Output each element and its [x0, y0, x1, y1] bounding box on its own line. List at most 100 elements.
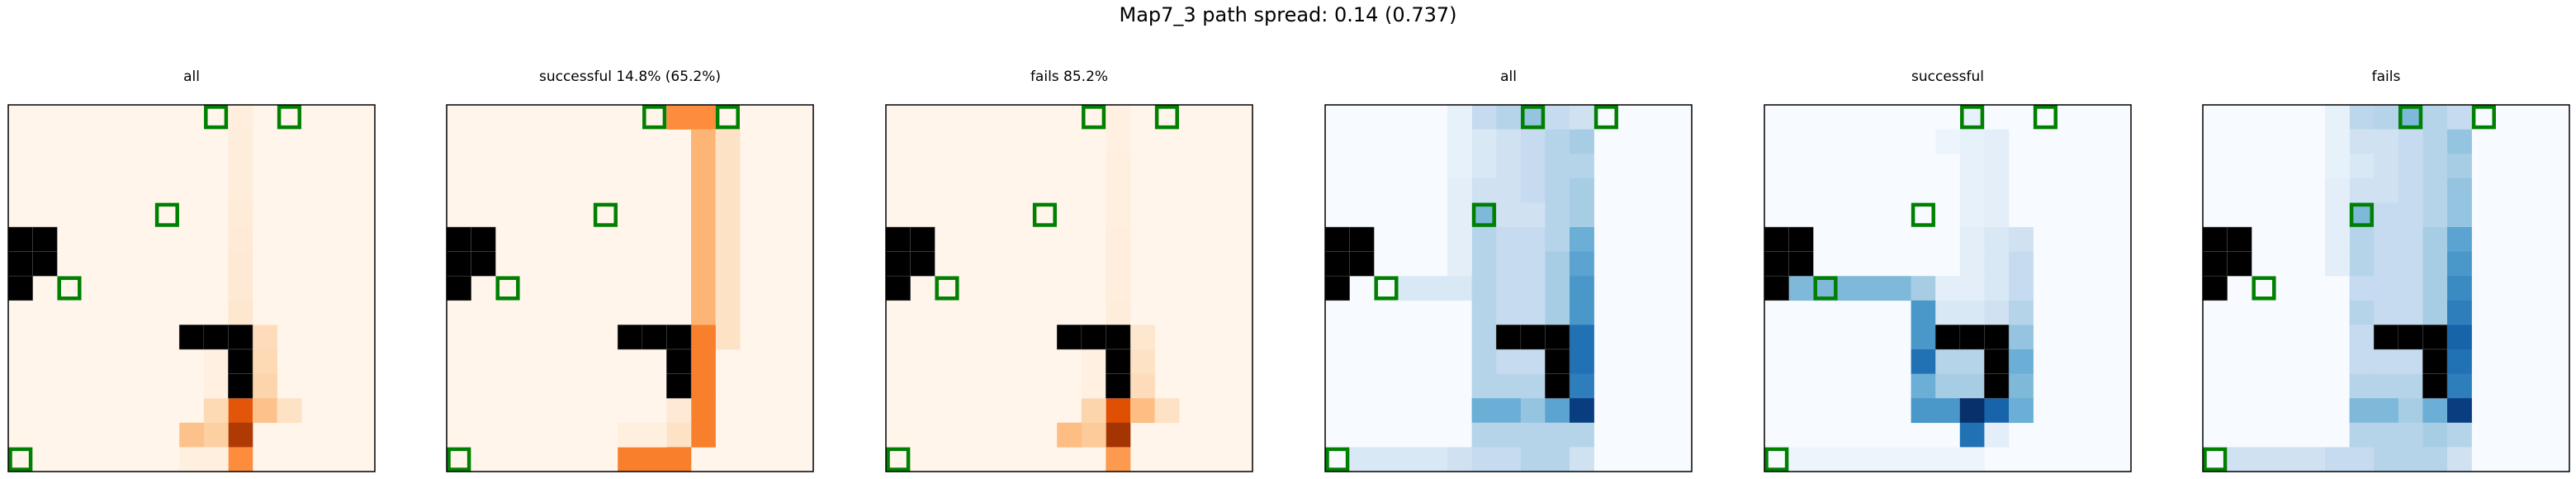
heatmap-cell	[1496, 105, 1522, 130]
heatmap-cell	[1520, 202, 1546, 228]
goal-square	[1593, 105, 1618, 130]
heatmap-cell	[1496, 398, 1522, 424]
heatmap-cell	[691, 129, 716, 154]
heatmap-cell	[2009, 349, 2034, 374]
goal-square	[593, 202, 618, 227]
heatmap-cell	[1471, 129, 1497, 154]
heatmap-cell	[1935, 129, 1961, 154]
heatmap-cell	[1471, 154, 1497, 179]
heatmap-cell	[1154, 398, 1180, 424]
heatmap-cell	[1520, 129, 1546, 154]
heatmap-cell	[1545, 105, 1570, 130]
heatmap-cell	[228, 447, 253, 472]
goal-square	[715, 105, 740, 130]
heatmap-cell	[2009, 227, 2034, 252]
heatmap-cell	[2447, 178, 2472, 203]
heatmap-cell	[1959, 227, 1985, 252]
heatmap-cell	[1984, 202, 2010, 228]
heatmap-cell	[228, 422, 253, 448]
heatmap-cell	[2325, 447, 2350, 472]
heatmap-cell	[2009, 251, 2034, 277]
panel-background	[886, 105, 1252, 472]
heatmap-cell	[1520, 398, 1546, 424]
goal-square	[204, 105, 229, 130]
heatmap-cell	[2398, 251, 2423, 277]
wall-cell	[446, 275, 471, 301]
heatmap-cell	[1106, 202, 1131, 228]
heatmap-cell	[1935, 373, 1961, 399]
heatmap-cell	[2398, 129, 2423, 154]
heatmap-cell	[715, 178, 741, 203]
goal-square	[1521, 105, 1546, 130]
heatmap-cell	[2349, 178, 2375, 203]
heatmap-cell	[1570, 422, 1594, 448]
heatmap-cell	[2349, 227, 2375, 252]
goal-square	[2349, 202, 2374, 227]
heatmap-cell	[1374, 447, 1399, 472]
heatmap-cell	[1106, 276, 1131, 301]
heatmap-cell	[2447, 227, 2472, 252]
heatmap-cell	[2447, 276, 2472, 301]
wall-cell	[885, 226, 911, 252]
heatmap-cell	[1935, 447, 1961, 472]
heatmap-cell	[1496, 154, 1522, 179]
axes-frame	[885, 104, 1253, 472]
heatmap-cell	[1496, 227, 1522, 252]
heatmap-cell	[1471, 422, 1497, 448]
heatmap-cell	[1496, 422, 1522, 448]
heatmap-panel-3: fails 85.2%	[885, 69, 1253, 472]
wall-cell	[1788, 226, 1814, 252]
wall-cell	[7, 275, 33, 301]
heatmap-cell	[666, 105, 692, 130]
heatmap-cell	[228, 300, 253, 325]
heatmap-cell	[1130, 373, 1155, 399]
heatmap-cell	[691, 398, 716, 424]
wall-cell	[1324, 275, 1350, 301]
panel-title: all	[1500, 69, 1517, 85]
heatmap-cell	[2300, 447, 2326, 472]
heatmap-cell	[691, 178, 716, 203]
wall-cell	[1764, 226, 1789, 252]
axes-frame	[1324, 104, 1693, 472]
heatmap-cell	[2422, 154, 2448, 179]
heatmap-cell	[2398, 202, 2423, 228]
heatmap-cell	[1911, 373, 1936, 399]
heatmap-cell	[691, 300, 716, 325]
heatmap-cell	[2398, 178, 2423, 203]
heatmap-cell	[2398, 349, 2423, 374]
wall-cell	[471, 251, 496, 277]
heatmap-cell	[691, 325, 716, 350]
heatmap-cell	[1130, 349, 1155, 374]
panel-title: fails	[2372, 69, 2401, 85]
wall-cell	[1324, 226, 1350, 252]
wall-cell	[617, 325, 643, 350]
heatmap-cell	[2374, 300, 2399, 325]
heatmap-cell	[2422, 129, 2448, 154]
goal-square	[886, 447, 911, 472]
heatmap-panel-4: all	[1324, 69, 1693, 472]
heatmap-cell	[2252, 447, 2277, 472]
wall-cell	[885, 251, 911, 277]
heatmap-panel-5: successful	[1764, 69, 2132, 472]
heatmap-cell	[1959, 373, 1985, 399]
heatmap-cell	[2447, 154, 2472, 179]
wall-cell	[1495, 325, 1522, 350]
heatmap-cell	[1471, 276, 1497, 301]
heatmap-cell	[715, 300, 741, 325]
goal-square	[57, 276, 82, 301]
heatmap-cell	[1570, 154, 1594, 179]
wall-cell	[446, 226, 471, 252]
wall-cell	[7, 251, 33, 277]
goal-square	[1374, 276, 1399, 301]
heatmap-cell	[666, 447, 692, 472]
heatmap-cell	[691, 251, 716, 277]
heatmap-cell	[228, 227, 253, 252]
heatmap-cell	[1570, 251, 1594, 277]
heatmap-cell	[1447, 154, 1472, 179]
goal-square	[2033, 105, 2057, 130]
heatmap-panel-6: fails	[2202, 69, 2570, 472]
heatmap-cell	[2325, 154, 2350, 179]
heatmap-cell	[1984, 154, 2010, 179]
heatmap-cell	[2009, 325, 2034, 350]
heatmap-cell	[1106, 447, 1131, 472]
